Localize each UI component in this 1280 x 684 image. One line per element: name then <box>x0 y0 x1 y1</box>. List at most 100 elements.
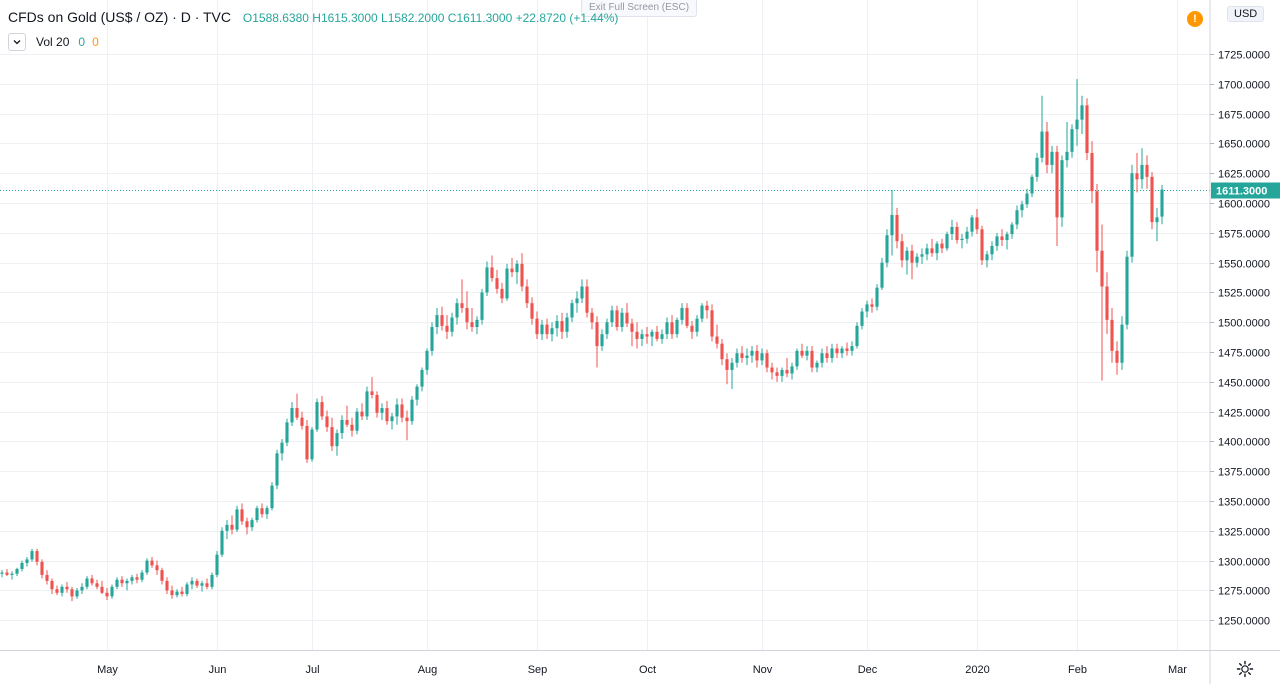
candle <box>245 517 249 535</box>
candle <box>560 312 564 339</box>
candle-body <box>765 353 769 368</box>
close-value: C1611.3000 <box>447 11 513 25</box>
candle <box>265 505 269 519</box>
candle-body <box>970 217 974 232</box>
candle <box>255 505 259 523</box>
candle-body <box>340 419 344 434</box>
exit-fullscreen-button[interactable]: Exit Full Screen (ESC) <box>581 0 698 17</box>
candle-body <box>55 589 59 593</box>
candle-body <box>1145 164 1149 177</box>
time-tick-label: Jun <box>209 664 227 676</box>
candle-body <box>755 350 759 361</box>
candle-body <box>200 583 204 586</box>
candle <box>785 358 789 378</box>
candle-body <box>230 524 234 530</box>
candle-body <box>350 424 354 431</box>
candle-body <box>195 580 199 586</box>
gear-icon[interactable] <box>1235 659 1255 679</box>
candle-body <box>360 411 364 417</box>
candle <box>510 257 514 277</box>
candle-body <box>985 254 989 261</box>
candle-body <box>845 348 849 351</box>
candle <box>455 298 459 325</box>
volume-value: 0 <box>78 35 86 49</box>
candle <box>220 527 224 558</box>
candle <box>1095 184 1099 273</box>
candle <box>695 315 699 337</box>
volume-legend: Vol 20 0 0 <box>8 33 99 51</box>
candle <box>325 410 329 432</box>
candle <box>1035 153 1039 182</box>
candle-body <box>865 304 869 312</box>
price-tick-label: 1600.0000 <box>1218 199 1270 211</box>
candle <box>905 247 909 275</box>
candle-body <box>705 305 709 311</box>
candle-body <box>965 231 969 239</box>
candle <box>1055 145 1059 246</box>
candle-body <box>800 350 804 356</box>
candle-body <box>535 318 539 335</box>
candle-body <box>310 429 314 460</box>
candle <box>925 243 929 261</box>
candle-body <box>210 574 214 587</box>
candle-body <box>100 586 104 593</box>
candle-body <box>485 267 489 293</box>
candle-body <box>920 254 924 257</box>
candle-body <box>80 586 84 591</box>
candle <box>110 584 114 599</box>
candle <box>1135 153 1139 193</box>
candle-body <box>900 241 904 261</box>
candle-body <box>295 408 299 418</box>
candle-body <box>440 315 444 326</box>
candle-body <box>105 592 109 597</box>
candle-body <box>1120 324 1124 363</box>
warning-icon[interactable]: ! <box>1187 11 1203 27</box>
candle <box>300 411 304 430</box>
candle-body <box>725 359 729 370</box>
candle-body <box>930 248 934 254</box>
candle-body <box>590 312 594 323</box>
price-tick-label: 1350.0000 <box>1218 497 1270 509</box>
candle <box>830 343 834 363</box>
candle-body <box>60 586 64 593</box>
price-axis[interactable]: 1250.0000 1275.0000 1300.0000 1325.0000 1350… <box>1209 0 1270 684</box>
candle <box>1050 145 1054 174</box>
candle <box>195 578 199 589</box>
candle <box>710 304 714 342</box>
volume-label[interactable]: Vol 20 <box>36 35 70 49</box>
candle-body <box>15 568 19 574</box>
candle <box>870 298 874 313</box>
candle-body <box>30 551 34 560</box>
candle-body <box>155 565 159 571</box>
candle-body <box>1160 189 1164 217</box>
last-price-badge <box>1211 182 1280 199</box>
candle-body <box>715 336 719 344</box>
candle <box>760 348 764 366</box>
candle-body <box>815 362 819 368</box>
candle <box>920 248 924 264</box>
candle <box>725 353 729 385</box>
candle <box>620 307 624 332</box>
collapse-legend-button[interactable] <box>8 33 26 51</box>
candle-body <box>335 433 339 447</box>
price-tick-label: 1525.0000 <box>1218 288 1270 300</box>
candle <box>860 307 864 330</box>
price-tick-label: 1575.0000 <box>1218 229 1270 241</box>
symbol-title[interactable]: CFDs on Gold (US$ / OZ) · D · TVC <box>8 9 231 25</box>
candle <box>535 311 539 339</box>
candle <box>820 348 824 368</box>
candle <box>175 589 179 598</box>
candle-body <box>1085 105 1089 154</box>
time-axis[interactable]: MayJunJulAugSepOctNovDec2020FebMarApr <box>0 650 1280 677</box>
candle <box>580 279 584 304</box>
candle <box>765 349 769 373</box>
currency-label[interactable]: USD <box>1227 6 1265 22</box>
candle-body <box>770 367 774 373</box>
candle <box>570 299 574 323</box>
candle-body <box>435 315 439 328</box>
candle-body <box>1090 153 1094 192</box>
candle-body <box>20 562 24 569</box>
candle-body <box>260 508 264 515</box>
candle <box>50 578 54 594</box>
